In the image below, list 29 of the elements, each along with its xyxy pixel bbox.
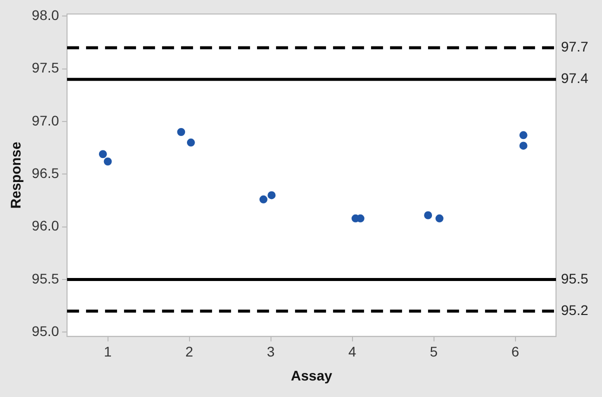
y-tick-label: 97.0 [32, 112, 60, 128]
ref-line-label: 97.7 [561, 38, 588, 55]
x-tick-label: 3 [266, 344, 275, 360]
point [98, 150, 107, 158]
point [186, 138, 195, 147]
x-tick-label: 1 [104, 344, 112, 360]
x-tick-label: 6 [511, 344, 520, 360]
ref-line-label: 95.5 [561, 270, 588, 286]
y-tick-label: 95.5 [32, 270, 60, 286]
x-tick-label: 2 [185, 344, 194, 360]
point [104, 158, 112, 166]
y-tick-label: 95.0 [32, 323, 60, 340]
x-tick-label: 5 [430, 344, 438, 360]
point [268, 191, 276, 200]
point [519, 142, 528, 150]
ref-line-label: 95.2 [561, 302, 588, 318]
x-tick-label: 4 [348, 344, 356, 360]
y-axis-title: Response [7, 142, 24, 209]
point [519, 131, 528, 140]
y-tick-label: 98.0 [32, 6, 60, 23]
y-tick-label: 96.0 [32, 218, 60, 234]
x-axis-title: Assay [290, 367, 332, 384]
point [177, 128, 186, 136]
y-tick-label: 96.5 [32, 165, 60, 182]
ref-line-label: 97.4 [561, 70, 588, 86]
point [435, 214, 444, 222]
y-tick-label: 97.5 [32, 60, 60, 76]
point [424, 211, 432, 220]
point [259, 195, 268, 204]
